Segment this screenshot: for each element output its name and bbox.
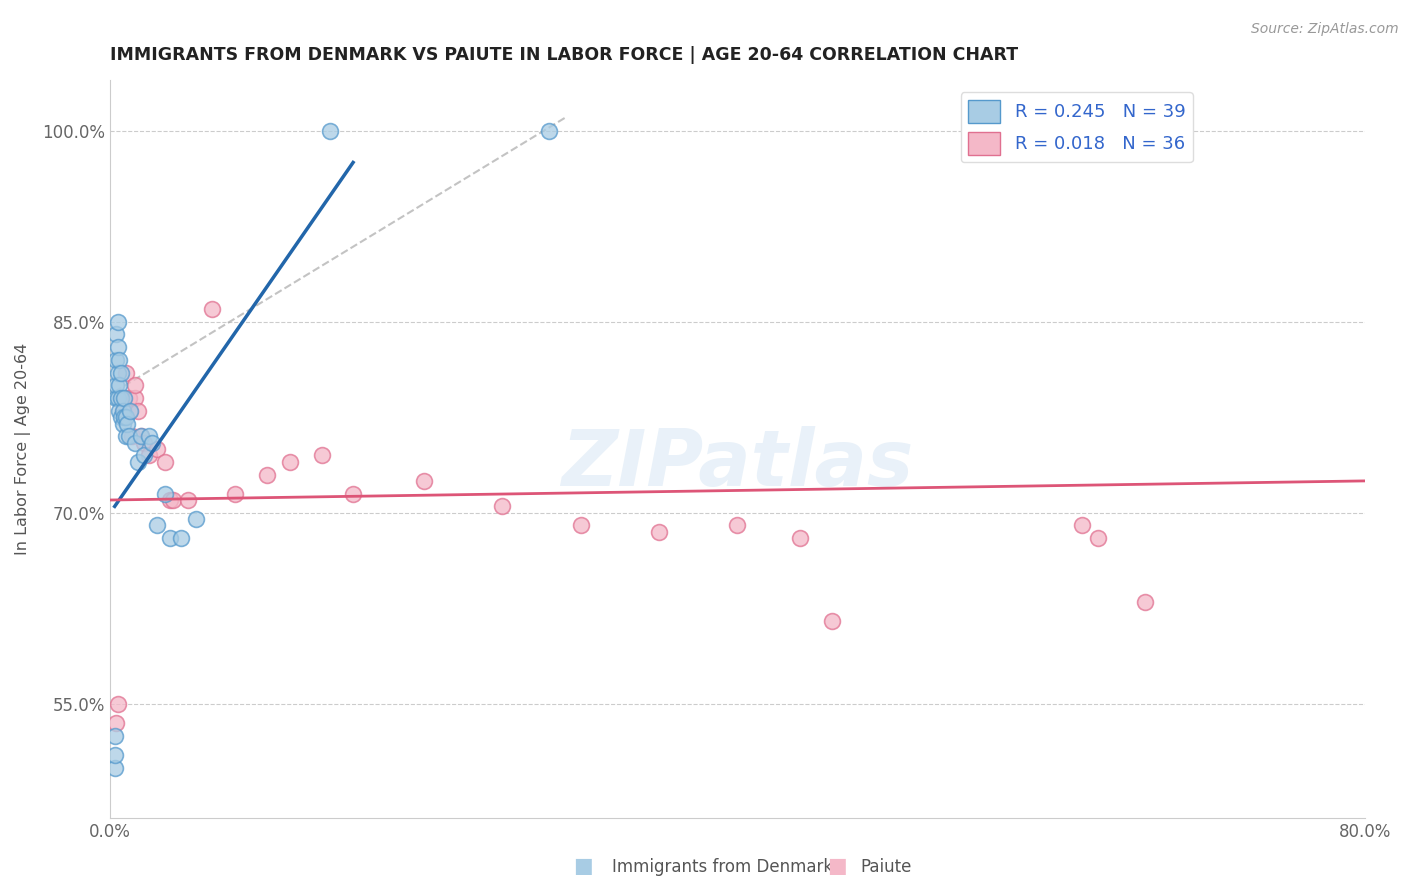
- Point: [318, 123, 340, 137]
- Point: [124, 391, 146, 405]
- Text: Immigrants from Denmark: Immigrants from Denmark: [612, 858, 832, 876]
- Point: [120, 404, 142, 418]
- Point: [105, 391, 128, 405]
- Text: ■: ■: [574, 856, 593, 876]
- Point: [159, 531, 181, 545]
- Point: [1087, 531, 1109, 545]
- Point: [820, 614, 842, 628]
- Y-axis label: In Labor Force | Age 20-64: In Labor Force | Age 20-64: [15, 343, 31, 555]
- Point: [138, 429, 160, 443]
- Point: [134, 435, 156, 450]
- Point: [256, 467, 278, 482]
- Point: [169, 531, 191, 545]
- Point: [124, 378, 146, 392]
- Point: [104, 729, 127, 743]
- Point: [224, 486, 246, 500]
- Point: [105, 378, 128, 392]
- Point: [131, 429, 153, 443]
- Point: [110, 391, 132, 405]
- Point: [412, 474, 434, 488]
- Point: [108, 352, 131, 367]
- Point: [111, 417, 134, 431]
- Point: [118, 429, 141, 443]
- Point: [104, 760, 127, 774]
- Point: [127, 455, 149, 469]
- Point: [107, 697, 129, 711]
- Point: [186, 512, 208, 526]
- Point: [110, 391, 132, 405]
- Point: [131, 429, 153, 443]
- Point: [134, 449, 156, 463]
- Point: [107, 315, 129, 329]
- Point: [104, 747, 127, 762]
- Point: [111, 404, 134, 418]
- Point: [115, 417, 138, 431]
- Point: [118, 391, 141, 405]
- Point: [114, 429, 136, 443]
- Text: ZIPatlas: ZIPatlas: [561, 425, 914, 502]
- Point: [141, 435, 163, 450]
- Point: [146, 518, 169, 533]
- Point: [127, 404, 149, 418]
- Point: [114, 410, 136, 425]
- Point: [112, 391, 135, 405]
- Point: [107, 366, 129, 380]
- Point: [120, 404, 142, 418]
- Point: [280, 455, 302, 469]
- Point: [114, 366, 136, 380]
- Point: [107, 391, 129, 405]
- Point: [108, 378, 131, 392]
- Point: [1071, 518, 1094, 533]
- Point: [569, 518, 592, 533]
- Text: IMMIGRANTS FROM DENMARK VS PAIUTE IN LABOR FORCE | AGE 20-64 CORRELATION CHART: IMMIGRANTS FROM DENMARK VS PAIUTE IN LAB…: [110, 46, 1018, 64]
- Point: [108, 404, 131, 418]
- Point: [162, 493, 184, 508]
- Point: [538, 123, 561, 137]
- Point: [311, 449, 333, 463]
- Text: ■: ■: [827, 856, 846, 876]
- Point: [648, 524, 671, 539]
- Point: [201, 301, 224, 316]
- Point: [112, 391, 135, 405]
- Point: [153, 455, 176, 469]
- Point: [105, 715, 128, 730]
- Text: Paiute: Paiute: [860, 858, 912, 876]
- Point: [1135, 595, 1157, 609]
- Point: [110, 410, 132, 425]
- Point: [111, 404, 134, 418]
- Point: [725, 518, 748, 533]
- Point: [105, 352, 128, 367]
- Point: [110, 366, 132, 380]
- Point: [124, 435, 146, 450]
- Point: [342, 486, 364, 500]
- Point: [112, 410, 135, 425]
- Point: [105, 327, 128, 342]
- Point: [146, 442, 169, 456]
- Point: [491, 500, 513, 514]
- Legend: R = 0.245   N = 39, R = 0.018   N = 36: R = 0.245 N = 39, R = 0.018 N = 36: [960, 93, 1192, 162]
- Text: Source: ZipAtlas.com: Source: ZipAtlas.com: [1251, 22, 1399, 37]
- Point: [159, 493, 181, 508]
- Point: [153, 486, 176, 500]
- Point: [138, 449, 160, 463]
- Point: [121, 429, 143, 443]
- Point: [789, 531, 811, 545]
- Point: [177, 493, 200, 508]
- Point: [107, 340, 129, 354]
